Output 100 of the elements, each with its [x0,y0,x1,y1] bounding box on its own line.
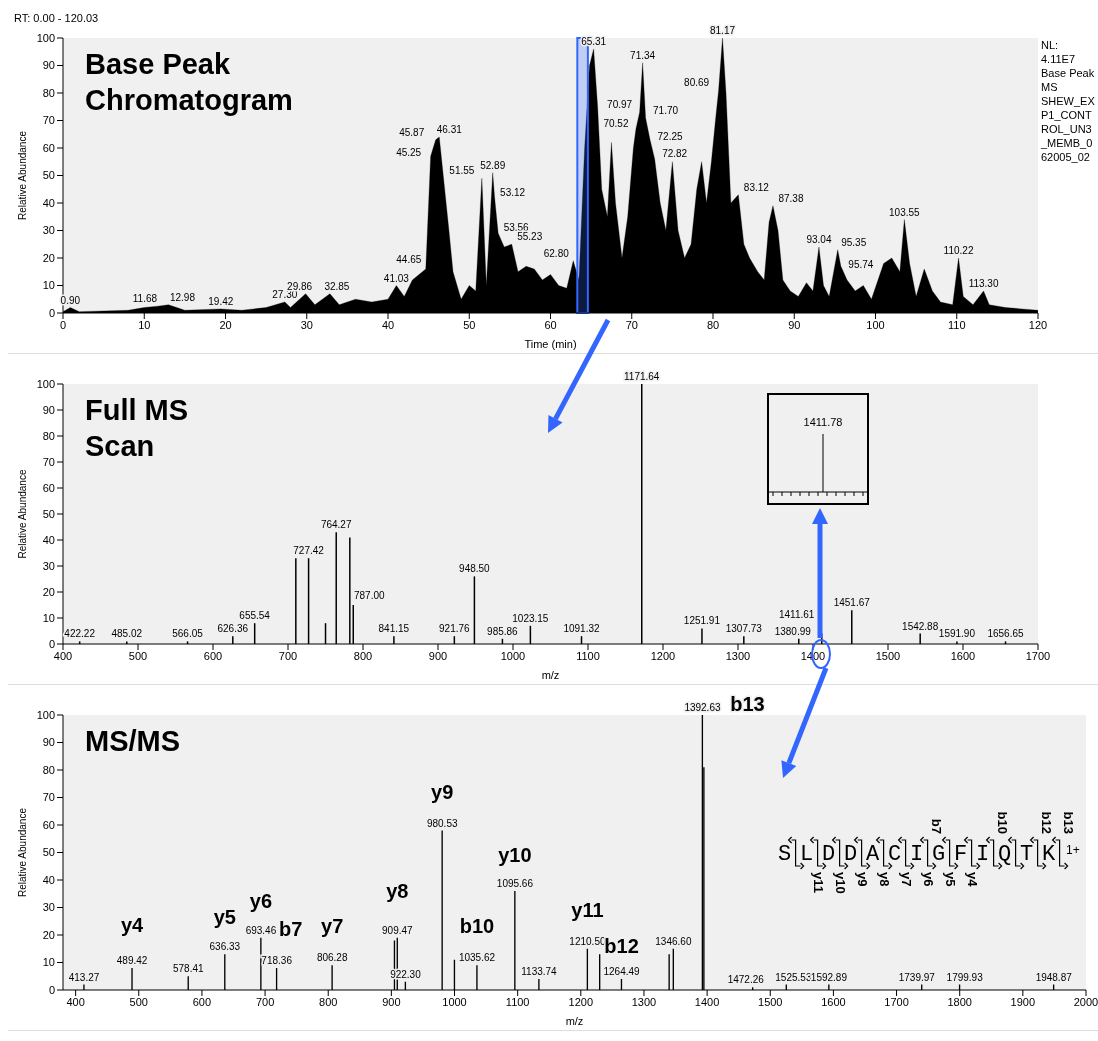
annotation: 948.50 [459,563,491,575]
x-tick-label: 700 [255,995,275,1008]
text: SHEW_EXP1_CONTROL_UN3_MEMB_062005_02 [1041,94,1096,164]
x-tick-label: 600 [203,649,223,662]
annotation: 980.53 [426,817,458,829]
y-tick-label: 100 [36,708,55,721]
x-tick-label: 1600 [950,649,976,662]
annotation: y4 [964,872,980,888]
y-tick-label: 80 [42,763,55,776]
annotation: 110.22 [943,245,974,256]
annotation: 95.35 [841,236,867,248]
annotation: 422.22 [64,628,96,640]
annotation: y10 [498,844,532,866]
x-tick-label: 1200 [568,995,594,1008]
annotation: b12 [604,935,639,957]
y-tick-label: 20 [42,928,55,941]
annotation: 921.76 [439,623,471,635]
annotation: 1091.32 [563,623,600,635]
y-tick-label: 100 [36,377,55,390]
y-axis-title: Relative Abundance [16,469,28,559]
annotation: 32.85 [324,280,350,292]
annotation: 806.28 [316,952,348,964]
text: NL: [1041,38,1060,52]
x-axis-title: m/z [541,669,560,681]
annotation: 45.87 [399,126,425,138]
x-tick-label: 500 [128,649,148,662]
x-tick-label: 80 [706,318,720,331]
annotation: 93.04 [806,234,832,245]
annotation: 52.89 [480,159,506,171]
annotation: 1656.65 [987,628,1024,640]
x-tick-label: 800 [319,995,338,1008]
annotation: y6 [920,872,936,887]
x-tick-label: 700 [278,649,298,662]
x-tick-label: 1500 [875,649,901,662]
y-axis-title: Relative Abundance [16,807,28,897]
annotation: 1346.60 [655,935,692,947]
x-axis-title: m/z [565,1015,584,1027]
y-tick-label: 80 [42,86,55,99]
y-tick-label: 20 [42,585,55,598]
x-tick-label: 30 [300,318,313,331]
annotation: 62.80 [543,247,570,259]
annotation: y11 [571,898,604,921]
annotation: y8 [386,879,409,902]
annotation: 1307.73 [725,623,763,635]
annotation: 1380.99 [774,625,812,637]
annotation: 636.33 [209,941,241,953]
annotation: 841.15 [378,623,410,635]
annotation: b12 [1038,811,1054,834]
y-tick-label: 90 [42,59,55,72]
annotation: 1799.93 [946,971,984,983]
annotation: 53.56 [503,222,530,234]
annotation: b10 [459,915,495,938]
annotation: b13 [1060,811,1076,834]
y-tick-label: 30 [42,559,55,572]
x-tick-label: 1300 [725,649,751,662]
annotation: 1171.64 [624,371,660,382]
text: 4.11E7 [1041,52,1077,66]
x-tick-label: 1000 [442,995,467,1008]
x-tick-label: 0 [59,318,67,331]
x-tick-label: 20 [219,318,232,331]
x-axis-title: Time (min) [524,338,577,350]
x-tick-label: 110 [947,318,966,331]
annotation: 46.31 [436,124,463,135]
y-tick-label: 60 [42,818,55,831]
annotation: 413.27 [68,971,100,983]
annotation: 1035.62 [458,952,496,964]
annotation: 1525.53 [775,971,812,983]
x-tick-label: 1000 [500,649,526,662]
annotation: 44.65 [396,254,422,265]
annotation: 95.74 [848,259,874,271]
annotation: y9 [431,780,454,803]
text: Full MS Scan [85,393,190,464]
annotation: 1+ [1066,843,1080,857]
annotation: y8 [876,872,892,887]
annotation: 787.00 [353,590,385,601]
annotation: 1472.26 [727,974,765,986]
y-tick-label: 0 [48,637,55,650]
annotation: 718.36 [261,955,293,966]
annotation: 485.02 [111,628,143,640]
annotation: 81.17 [709,25,736,36]
y-tick-label: 30 [42,901,55,914]
annotation: b13 [730,693,765,715]
annotation: 1133.74 [521,966,558,977]
annotation: 1210.50 [569,935,606,947]
y-tick-label: 70 [42,791,55,804]
annotation: 41.03 [383,272,410,284]
annotation: 103.55 [889,206,921,218]
annotation: 655.54 [239,610,271,622]
y-tick-label: 30 [42,224,55,237]
annotation: 11.68 [132,293,158,305]
y-tick-label: 60 [42,481,55,494]
y-tick-label: 90 [42,736,55,749]
annotation: 764.27 [320,519,352,531]
annotation: 72.82 [662,148,688,159]
annotation: 1948.87 [1035,971,1073,983]
x-tick-label: 100 [866,318,885,331]
annotation: 626.36 [217,623,249,635]
annotation: y5 [213,906,236,929]
text: Base Peak MS [1041,66,1096,94]
x-tick-label: 1100 [505,995,530,1008]
